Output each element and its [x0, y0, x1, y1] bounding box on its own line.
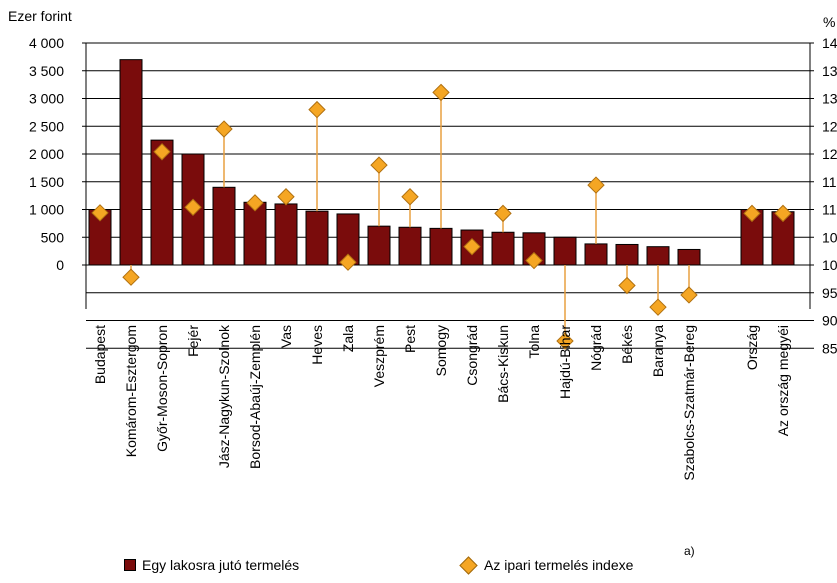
bar: [150, 139, 174, 266]
right-axis-title: %: [823, 14, 836, 30]
bar: [119, 59, 143, 266]
category-label: Pest: [402, 325, 418, 353]
left-tick-label: 0: [56, 257, 64, 273]
bar: [615, 243, 639, 266]
bar: [677, 248, 701, 266]
footnote-marker: a): [684, 544, 695, 558]
category-label: Zala: [340, 325, 356, 352]
index-marker: [556, 332, 574, 350]
category-label: Fejér: [185, 325, 201, 357]
bar: [243, 201, 267, 266]
bar: [553, 236, 577, 266]
index-marker: [401, 188, 419, 206]
category-label: Budapest: [92, 325, 108, 384]
index-marker: [649, 298, 667, 316]
category-label: Ország: [744, 325, 760, 370]
right-tick-label: 95: [822, 285, 837, 301]
category-label: Vas: [278, 325, 294, 348]
index-marker: [463, 237, 481, 256]
right-tick-label: 85: [822, 340, 837, 356]
right-tick-label: 90: [822, 313, 837, 329]
index-marker: [587, 176, 605, 194]
left-tick-label: 500: [41, 229, 65, 245]
right-tick-label: 130: [822, 91, 837, 107]
legend-item-production: Egy lakosra jutó termelés: [124, 557, 299, 573]
right-tick-label: 135: [822, 63, 837, 79]
right-tick-label: 125: [822, 118, 837, 134]
category-label: Szabolcs-Szatmár-Bereg: [681, 325, 697, 481]
index-marker: [246, 194, 264, 212]
legend-bar-swatch: [124, 559, 136, 571]
bar: [212, 186, 236, 266]
legend-label-production: Egy lakosra jutó termelés: [142, 557, 300, 573]
right-tick-label: 100: [822, 257, 837, 273]
left-tick-label: 3 500: [29, 63, 64, 79]
category-label: Csongrád: [464, 325, 480, 386]
legend-item-index: Az ipari termelés indexe: [459, 555, 634, 575]
category-label: Jász-Nagykun-Szolnok: [216, 324, 232, 468]
left-tick-label: 1 000: [29, 202, 64, 218]
bar: [274, 203, 298, 266]
left-tick-label: 2 000: [29, 146, 64, 162]
bar: [646, 246, 670, 266]
index-marker: [277, 188, 295, 206]
left-axis-title: Ezer forint: [8, 8, 72, 24]
left-tick-label: 4 000: [29, 35, 64, 51]
index-marker: [525, 251, 543, 270]
index-marker: [432, 83, 450, 102]
index-marker: [215, 120, 233, 138]
category-label: Tolna: [526, 325, 542, 359]
category-label: Nógrád: [588, 325, 604, 371]
index-marker: [370, 156, 388, 174]
right-tick-label: 140: [822, 35, 837, 51]
category-label: Veszprém: [371, 325, 387, 387]
category-label: Győr-Moson-Sopron: [154, 325, 170, 452]
category-label: Baranya: [650, 325, 666, 377]
right-tick-label: 120: [822, 146, 837, 162]
bar: [398, 226, 422, 266]
category-label: Békés: [619, 325, 635, 364]
left-tick-label: 1 500: [29, 174, 64, 190]
right-tick-label: 110: [822, 202, 837, 218]
left-tick-label: 2 500: [29, 118, 64, 134]
category-label: Somogy: [433, 325, 449, 376]
index-marker: [743, 204, 761, 223]
index-marker: [339, 253, 357, 271]
index-marker: [91, 204, 109, 222]
index-marker: [618, 276, 636, 295]
left-tick-label: 3 000: [29, 91, 64, 107]
right-tick-label: 115: [822, 174, 837, 190]
index-marker: [308, 100, 326, 119]
index-marker: [184, 198, 202, 216]
bar: [491, 231, 515, 266]
bar: [584, 243, 608, 266]
category-label: Bács-Kiskun: [495, 325, 511, 403]
index-marker: [494, 204, 512, 223]
bar: [305, 210, 329, 266]
category-label: Hajdú-Bihar: [557, 325, 573, 399]
index-marker: [774, 204, 792, 223]
bar: [367, 225, 391, 266]
legend-label-index: Az ipari termelés indexe: [484, 557, 634, 573]
category-label: Borsod-Abaúj-Zemplén: [247, 325, 263, 469]
category-label: Az ország megyéi: [775, 325, 791, 436]
category-label: Komárom-Esztergom: [123, 325, 139, 457]
index-marker: [122, 268, 140, 286]
category-label: Heves: [309, 325, 325, 365]
legend-diamond-swatch: [459, 555, 478, 575]
bar: [429, 227, 453, 266]
index-marker: [680, 286, 698, 304]
index-marker: [153, 143, 171, 161]
right-tick-label: 105: [822, 229, 837, 245]
